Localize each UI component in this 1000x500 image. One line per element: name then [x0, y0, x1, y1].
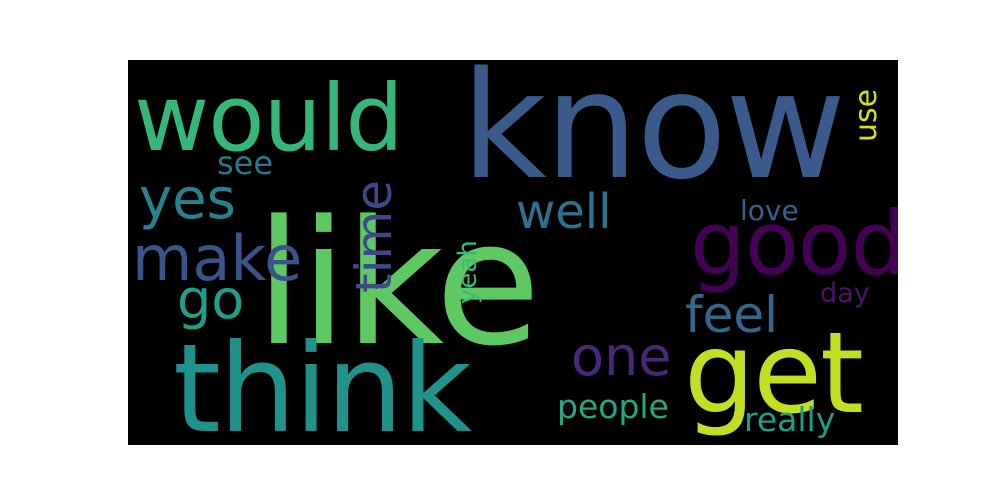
word-yeah-text: yeah: [453, 240, 483, 304]
word-see: see: [217, 144, 274, 182]
word-make: make: [132, 222, 303, 295]
word-would: would: [134, 65, 404, 172]
word-cloud: like know think would get good make one …: [128, 60, 898, 445]
word-people: people: [557, 387, 669, 426]
word-good: good: [690, 192, 898, 295]
word-like: like: [255, 183, 541, 384]
word-use-text: use: [849, 88, 884, 142]
word-yeah: yeah: [453, 240, 483, 304]
word-get: get: [684, 309, 864, 439]
word-know: know: [461, 60, 846, 212]
word-day: day: [820, 278, 870, 309]
word-time-text: time: [345, 180, 403, 293]
word-feel: feel: [685, 286, 779, 344]
word-really: really: [744, 400, 836, 439]
word-think: think: [173, 318, 472, 445]
word-well: well: [516, 184, 612, 240]
word-go: go: [177, 268, 245, 331]
word-one: one: [571, 325, 672, 388]
word-time: time: [345, 180, 403, 293]
word-yes: yes: [139, 167, 236, 232]
word-use: use: [849, 88, 884, 142]
word-love: love: [740, 194, 799, 227]
